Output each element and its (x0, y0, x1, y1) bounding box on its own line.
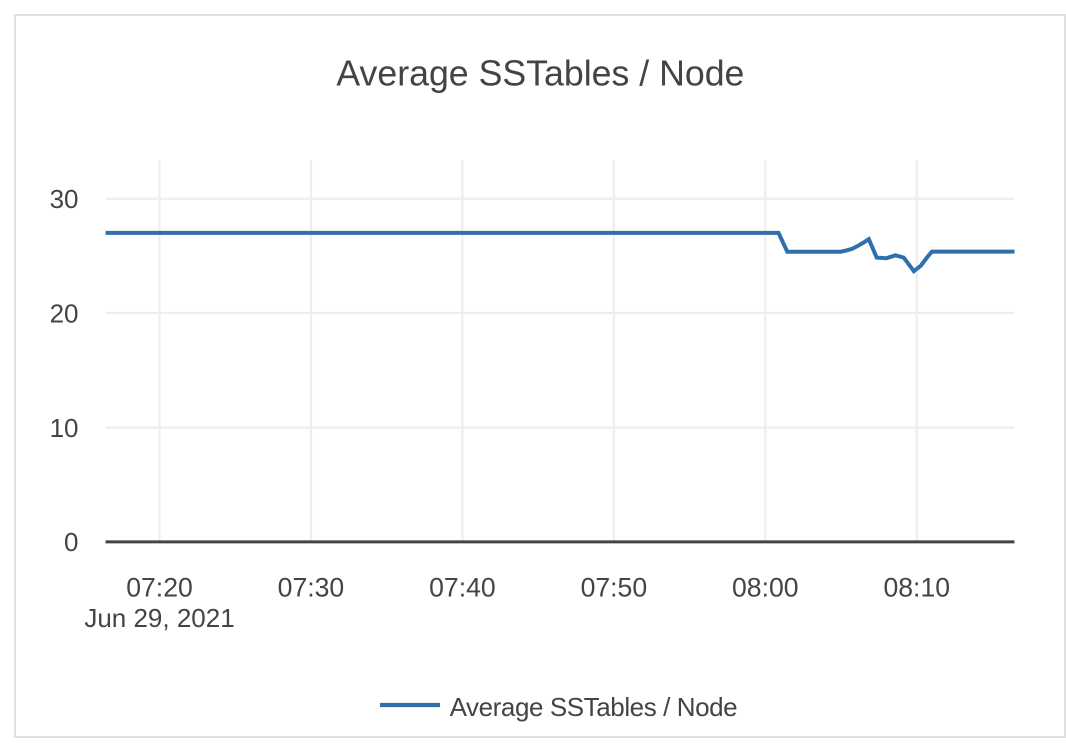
svg-text:30: 30 (50, 184, 79, 214)
svg-text:20: 20 (50, 298, 79, 328)
svg-text:Average SSTables / Node: Average SSTables / Node (450, 692, 738, 722)
svg-text:0: 0 (64, 527, 78, 557)
svg-text:Average SSTables / Node: Average SSTables / Node (336, 54, 744, 94)
svg-text:Jun 29, 2021: Jun 29, 2021 (84, 603, 234, 633)
svg-text:10: 10 (50, 413, 79, 443)
svg-text:08:00: 08:00 (732, 572, 799, 602)
svg-text:07:30: 07:30 (278, 572, 345, 602)
svg-text:07:50: 07:50 (581, 572, 648, 602)
svg-text:08:10: 08:10 (883, 572, 950, 602)
svg-text:07:40: 07:40 (429, 572, 496, 602)
svg-text:07:20: 07:20 (126, 572, 193, 602)
